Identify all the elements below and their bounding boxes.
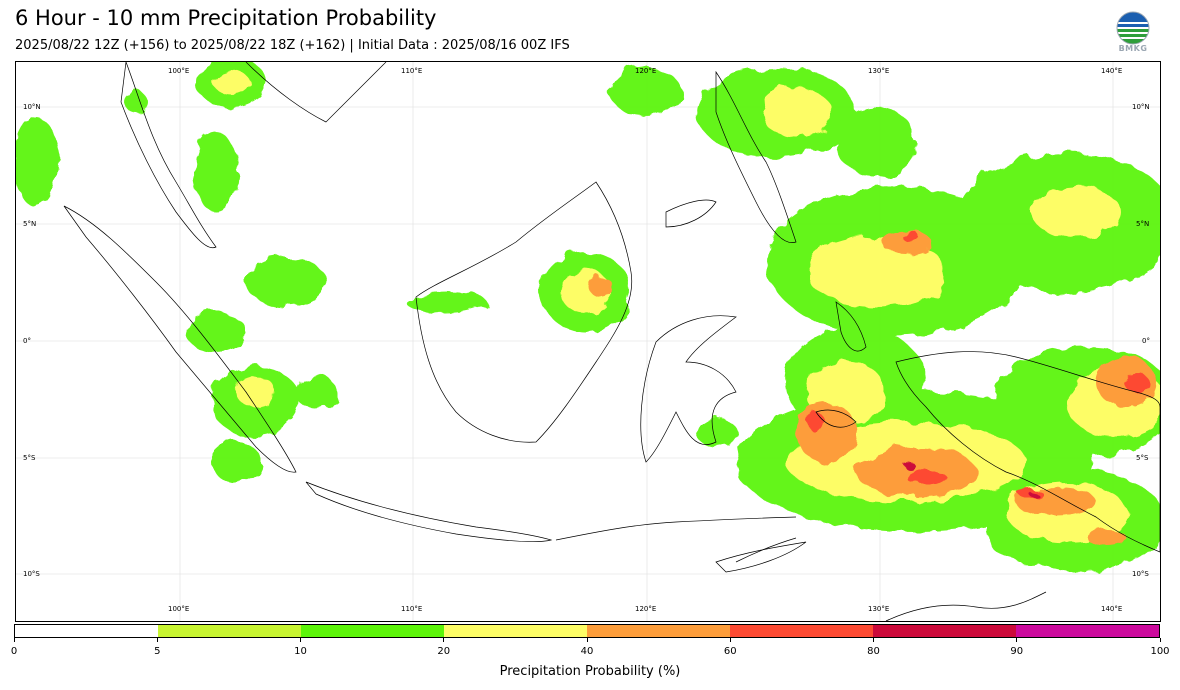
colorbar-segment [158,625,301,637]
lat-label-right: 10°N [1132,103,1150,111]
lat-label-left: 10°S [23,570,40,578]
colorbar-segment [587,625,730,637]
colorbar-tick-label: 60 [723,646,737,657]
lon-label-top: 140°E [1101,67,1123,75]
lon-label-bottom: 130°E [868,605,890,613]
colorbar-title: Precipitation Probability (%) [499,664,681,679]
lon-label-bottom: 120°E [635,605,657,613]
lat-label-right: 10°S [1132,570,1149,578]
colorbar-segment [301,625,444,637]
colorbar-tick-mark [1016,638,1018,642]
colorbar-tick-label: 10 [294,646,307,657]
colorbar-tick-label: 0 [10,646,18,657]
colorbar-segment [1016,625,1159,637]
map-canvas [16,62,1160,621]
colorbar-segment [873,625,1016,637]
lon-label-top: 120°E [635,67,657,75]
lat-label-right: 0° [1142,337,1150,345]
logo-text: BMKG [1118,44,1148,53]
lat-label-right: 5°S [1136,454,1149,462]
colorbar-tick-mark [586,638,588,642]
coastlines [63,62,1160,621]
lon-label-top: 100°E [168,67,190,75]
colorbar-segment [444,625,587,637]
lon-label-top: 130°E [868,67,890,75]
colorbar-tick-label: 100 [1150,646,1170,657]
colorbar-tick-label: 40 [580,646,594,657]
probability-field [16,62,1160,572]
colorbar-tick-mark [300,638,301,642]
lon-label-bottom: 100°E [168,605,190,613]
lat-label-left: 5°N [23,220,37,228]
lat-label-left: 0° [23,337,31,345]
colorbar-tick-mark [156,638,158,642]
colorbar-tick-label: 20 [437,646,451,657]
colorbar-tick-mark [443,638,445,642]
lat-label-right: 5°N [1136,220,1150,228]
colorbar-tick-mark [1159,638,1161,642]
lon-label-bottom: 140°E [1101,605,1123,613]
page-subtitle: 2025/08/22 12Z (+156) to 2025/08/22 18Z … [15,38,570,53]
lat-label-left: 5°S [23,454,36,462]
bmkg-logo [1116,11,1150,45]
colorbar-tick-label: 90 [1010,646,1024,657]
colorbar-tick-label: 80 [867,646,880,657]
precipitation-map: 100°E 110°E 120°E 130°E 140°E 100°E 110°… [15,61,1161,622]
colorbar-tick-mark [13,638,15,642]
colorbar-tick-label: 5 [154,646,161,657]
colorbar-segment [15,625,158,637]
colorbar-tick-mark [873,638,874,642]
lon-label-bottom: 110°E [401,605,423,613]
lon-label-top: 110°E [401,67,423,75]
colorbar [14,624,1160,638]
lat-label-left: 10°N [23,103,41,111]
page-title: 6 Hour - 10 mm Precipitation Probability [15,6,437,30]
colorbar-segment [730,625,873,637]
colorbar-tick-mark [729,638,731,642]
